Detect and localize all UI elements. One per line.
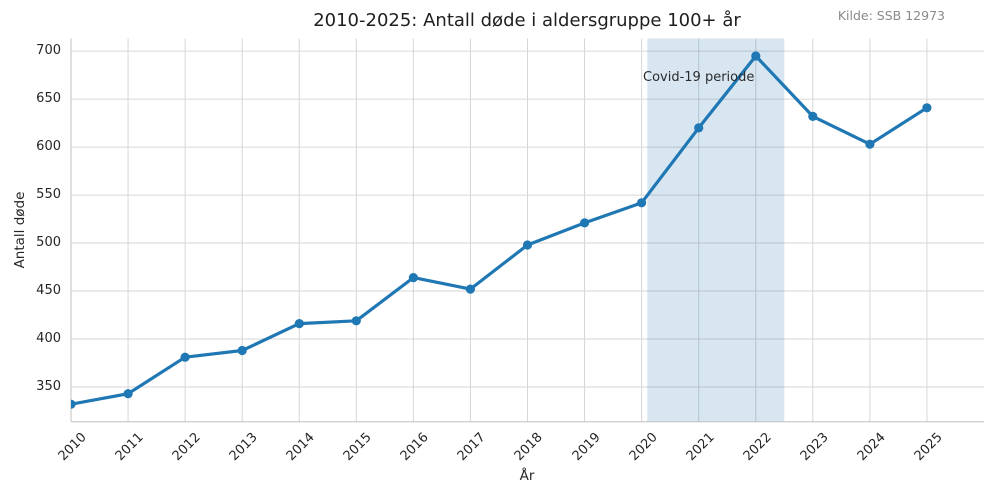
data-point-2011 bbox=[123, 389, 133, 399]
series-group bbox=[71, 51, 932, 409]
y-tick-label-500: 500 bbox=[36, 235, 61, 251]
source-note: Kilde: SSB 12973 bbox=[837, 8, 945, 23]
data-line bbox=[71, 54, 929, 406]
data-point-2018 bbox=[522, 240, 533, 250]
y-tick-label-450: 450 bbox=[36, 283, 61, 298]
data-point-2023 bbox=[808, 111, 818, 121]
y-tick-label-650: 650 bbox=[36, 91, 61, 107]
y-tick-label-700: 700 bbox=[36, 43, 61, 59]
data-point-2012 bbox=[180, 352, 190, 362]
data-point-2020 bbox=[637, 198, 647, 208]
x-axis-title: År bbox=[519, 468, 535, 484]
data-point-2013 bbox=[237, 345, 247, 356]
y-tick-label-550: 550 bbox=[36, 187, 61, 203]
y-tick-label-350: 350 bbox=[36, 379, 61, 394]
chart-title: 2010-2025: Antall døde i aldersgruppe 10… bbox=[313, 10, 741, 31]
data-point-2021 bbox=[694, 123, 704, 133]
y-tick-label-600: 600 bbox=[36, 139, 61, 155]
data-point-2016 bbox=[408, 273, 418, 283]
covid-band-label: Covid-19 periode bbox=[643, 70, 755, 85]
covid-band bbox=[647, 38, 785, 422]
y-tick-label-400: 400 bbox=[36, 331, 61, 346]
data-point-2022 bbox=[751, 51, 761, 61]
data-point-2025 bbox=[922, 103, 932, 113]
data-point-2010 bbox=[71, 399, 76, 409]
data-point-2015 bbox=[351, 316, 361, 326]
data-point-2014 bbox=[294, 319, 304, 329]
data-point-2017 bbox=[465, 284, 475, 294]
data-point-2019 bbox=[580, 218, 590, 228]
y-axis-title: Antall døde bbox=[12, 191, 28, 269]
data-point-2024 bbox=[865, 139, 875, 149]
gridlines bbox=[70, 38, 984, 422]
